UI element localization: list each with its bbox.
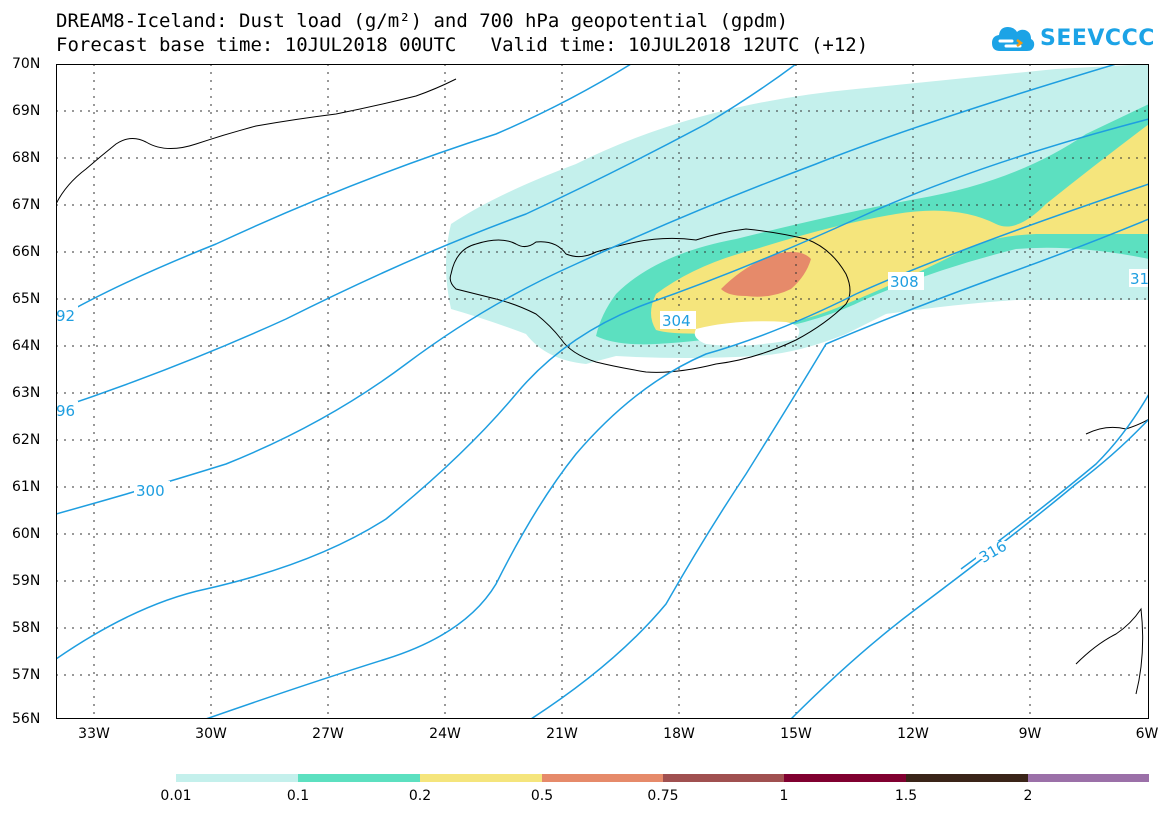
- map-title: DREAM8-Iceland: Dust load (g/m²) and 700…: [56, 10, 789, 32]
- colorbar-label-0.2: 0.2: [408, 788, 432, 804]
- lon-label-21w: 21W: [546, 726, 578, 742]
- colorbar-label-0.1: 0.1: [286, 788, 310, 804]
- logo-text: SEEVCCC: [1040, 25, 1155, 51]
- lon-label-9w: 9W: [1018, 726, 1042, 742]
- dust-load-shading: [446, 64, 1149, 364]
- lon-label-27w: 27W: [312, 726, 344, 742]
- contour-316b: [960, 393, 1149, 570]
- colorbar-label-0.5: 0.5: [530, 788, 554, 804]
- colorbar-label-1.5: 1.5: [894, 788, 918, 804]
- contour-300: [56, 64, 1117, 515]
- lat-label-63n: 63N: [12, 385, 41, 401]
- lat-label-59n: 59N: [12, 573, 41, 589]
- lon-label-18w: 18W: [663, 726, 695, 742]
- lat-label-57n: 57N: [12, 667, 41, 683]
- map-panel: 92 96 300 304 308 316 31: [56, 64, 1149, 719]
- lon-label-15w: 15W: [780, 726, 812, 742]
- colorbar-segment-0.01: [176, 774, 298, 782]
- contour-label-96: 96: [56, 402, 75, 420]
- colorbar-segment-0.75: [663, 774, 784, 782]
- colorbar-segment-0.2: [420, 774, 542, 782]
- faroe-coastline: [1085, 418, 1149, 435]
- iceland-coastline: [449, 228, 851, 373]
- lon-label-12w: 12W: [897, 726, 929, 742]
- lat-label-70n: 70N: [12, 56, 41, 72]
- contour-label-308: 308: [890, 273, 919, 291]
- map-subtitle: Forecast base time: 10JUL2018 00UTC Vali…: [56, 34, 869, 56]
- contour-304: [56, 118, 1149, 660]
- contour-label-304: 304: [662, 312, 691, 330]
- colorbar-label-2: 2: [1023, 788, 1033, 804]
- lat-label-65n: 65N: [12, 291, 41, 307]
- lat-label-67n: 67N: [12, 197, 41, 213]
- contour-labels: 92 96 300 304 308 316 31: [56, 269, 1149, 567]
- seevccc-logo: SEEVCCC: [990, 18, 1155, 58]
- lat-label-68n: 68N: [12, 150, 41, 166]
- lat-label-64n: 64N: [12, 338, 41, 354]
- contour-292: [56, 64, 632, 320]
- scotland-coastline: [1075, 607, 1144, 695]
- colorbar-segment-0.5: [542, 774, 663, 782]
- lat-label-61n: 61N: [12, 479, 41, 495]
- colorbar-segment-1.5: [906, 774, 1028, 782]
- coastlines: [56, 78, 1149, 695]
- colorbar-segment-0.1: [298, 774, 420, 782]
- lat-label-56n: 56N: [12, 711, 41, 727]
- lat-label-66n: 66N: [12, 244, 41, 260]
- colorbar-label-1: 1: [779, 788, 789, 804]
- contour-label-300: 300: [136, 482, 165, 500]
- colorbar-label-0.75: 0.75: [647, 788, 679, 804]
- dust-clear-area: [694, 321, 800, 346]
- lon-label-30w: 30W: [195, 726, 227, 742]
- cloud-logo-icon: [992, 27, 1035, 51]
- contour-label-31: 31: [1130, 270, 1149, 288]
- contour-312: [530, 218, 1149, 719]
- map-border: [56, 64, 1149, 719]
- dust-area-0.5: [721, 251, 811, 297]
- graticule: [56, 64, 1149, 719]
- lon-label-6w: 6W: [1135, 726, 1159, 742]
- lat-label-58n: 58N: [12, 620, 41, 636]
- colorbar-segment-2: [1028, 774, 1149, 782]
- contour-label-92: 92: [56, 307, 75, 325]
- colorbar-segment-1: [784, 774, 906, 782]
- lat-label-62n: 62N: [12, 432, 41, 448]
- dust-load-map: 92 96 300 304 308 316 31: [56, 64, 1149, 719]
- contour-296: [56, 64, 797, 410]
- lat-label-69n: 69N: [12, 103, 41, 119]
- colorbar-label-0.01: 0.01: [160, 788, 192, 804]
- greenland-coastline: [56, 78, 457, 205]
- lat-label-60n: 60N: [12, 526, 41, 542]
- lon-label-33w: 33W: [78, 726, 110, 742]
- lon-label-24w: 24W: [429, 726, 461, 742]
